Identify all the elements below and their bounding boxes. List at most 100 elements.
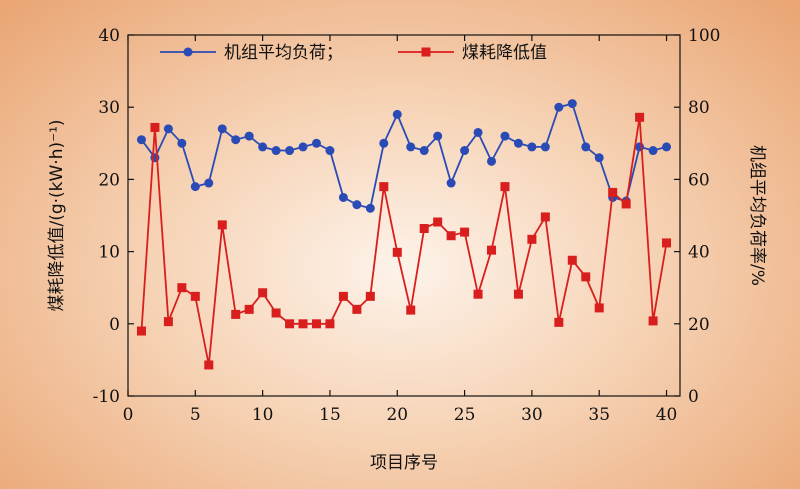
data-point-coal-20 [392,247,402,257]
y-right-tick-label: 80 [688,98,710,118]
plot-frame [127,34,681,397]
data-point-load-12 [285,146,295,156]
data-point-load-17 [352,200,362,210]
data-point-load-7 [217,124,227,134]
data-point-load-39 [648,146,658,156]
data-point-coal-3 [163,317,173,327]
data-point-load-5 [190,182,200,192]
data-point-load-1 [136,135,146,145]
data-point-coal-36 [608,187,618,197]
data-point-load-35 [594,153,604,163]
x-tick-label: 25 [454,405,476,425]
data-point-load-28 [500,131,510,141]
data-point-load-8 [231,135,241,145]
legend-marker-coal [421,47,431,57]
data-point-load-31 [540,142,550,152]
y-right-tick-label: 0 [688,387,699,407]
data-point-load-10 [258,142,268,152]
data-point-load-23 [433,131,443,141]
data-point-coal-15 [325,319,335,329]
y-axis-left-title: 煤耗降低值/(g·(kW·h)⁻¹) [47,119,67,311]
data-point-load-40 [662,142,672,152]
data-point-coal-27 [487,245,497,255]
data-point-coal-37 [621,199,631,209]
y-left-tick-label: 30 [98,98,120,118]
data-point-coal-23 [433,217,443,227]
data-point-coal-24 [446,231,456,241]
data-point-coal-28 [500,182,510,192]
data-point-coal-5 [190,291,200,301]
data-point-load-3 [163,124,173,134]
y-left-tick-label: -10 [93,387,120,407]
data-point-coal-8 [231,309,241,319]
legend-label-coal: 煤耗降低值 [462,43,547,63]
data-point-load-6 [204,178,214,188]
data-point-coal-30 [527,234,537,244]
data-point-load-26 [473,127,483,137]
data-point-coal-25 [460,227,470,237]
data-point-coal-13 [298,319,308,329]
data-point-load-16 [338,192,348,202]
data-point-coal-6 [204,360,214,370]
data-point-coal-1 [136,326,146,336]
x-tick-label: 30 [521,405,543,425]
y-left-tick-label: 0 [109,315,120,335]
x-tick-label: 0 [123,405,134,425]
data-point-load-4 [177,138,187,148]
data-point-coal-7 [217,220,227,230]
x-tick-label: 15 [319,405,341,425]
data-point-coal-31 [540,212,550,222]
data-point-load-18 [365,203,375,213]
data-point-coal-40 [662,238,672,248]
data-point-coal-39 [648,316,658,326]
data-point-coal-11 [271,308,281,318]
y-right-tick-label: 60 [688,170,710,190]
x-tick-label: 20 [386,405,408,425]
data-point-load-13 [298,142,308,152]
data-point-coal-21 [406,305,416,315]
data-point-load-29 [513,138,523,148]
data-point-coal-29 [513,289,523,299]
x-axis-title: 项目序号 [370,453,438,473]
data-point-coal-18 [365,291,375,301]
data-point-coal-38 [635,112,645,122]
data-point-load-24 [446,178,456,188]
data-point-load-20 [392,109,402,119]
y-axis-right-title: 机组平均负荷率/% [747,145,767,286]
data-point-load-34 [581,142,591,152]
data-point-coal-9 [244,304,254,314]
y-right-tick-label: 20 [688,315,710,335]
data-point-load-27 [487,156,497,166]
data-point-coal-4 [177,283,187,293]
x-tick-label: 40 [656,405,678,425]
data-point-coal-26 [473,289,483,299]
legend: 机组平均负荷； 煤耗降低值 [160,43,547,63]
data-point-load-11 [271,146,281,156]
data-point-load-30 [527,142,537,152]
data-point-coal-34 [581,272,591,282]
data-point-load-32 [554,102,564,112]
x-tick-label: 35 [588,405,610,425]
data-point-coal-32 [554,317,564,327]
data-point-load-22 [419,146,429,156]
data-point-load-19 [379,138,389,148]
data-point-coal-12 [285,319,295,329]
x-tick-label: 10 [252,405,274,425]
data-point-coal-22 [419,223,429,233]
data-point-load-25 [460,146,470,156]
series-line-0 [140,102,667,210]
data-point-coal-35 [594,303,604,313]
data-point-coal-19 [379,182,389,192]
data-point-load-38 [635,142,645,152]
y-left-tick-label: 10 [98,243,120,263]
data-point-load-33 [567,99,577,109]
x-tick-label: 5 [190,405,201,425]
data-point-load-21 [406,142,416,152]
series-line-1 [140,117,668,366]
data-point-coal-33 [567,255,577,265]
data-point-coal-17 [352,304,362,314]
y-left-tick-label: 20 [98,170,120,190]
legend-marker-load [183,47,193,57]
